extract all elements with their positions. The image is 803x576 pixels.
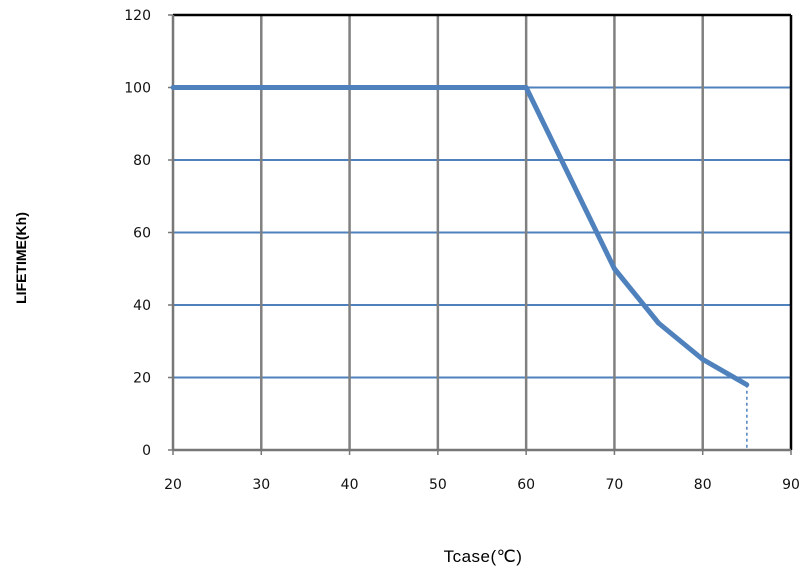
series-layer [170, 85, 750, 450]
x-tick-label: 30 [252, 477, 270, 493]
series-line [173, 85, 749, 387]
x-tick-label: 20 [164, 477, 182, 493]
data-point [523, 85, 529, 90]
y-tick-label: 0 [142, 443, 151, 459]
x-tick-label: 60 [517, 477, 535, 493]
x-tick-label: 70 [606, 477, 624, 493]
x-tick-label: 50 [429, 477, 447, 493]
y-tick-label: 60 [133, 226, 151, 242]
data-point [656, 320, 661, 326]
data-point [700, 356, 706, 362]
y-tick-label: 100 [124, 81, 151, 97]
y-tick-label: 120 [124, 8, 151, 24]
y-axis-title: LIFETIME(Kh) [13, 212, 29, 304]
x-tick-label: 90 [782, 477, 800, 493]
x-tick-label: 40 [341, 477, 359, 493]
y-tick-label: 20 [133, 371, 151, 387]
data-point [744, 382, 750, 388]
x-tick-label: 80 [694, 477, 712, 493]
grid [173, 15, 791, 450]
x-axis-title: Tcase(℃) [444, 547, 523, 566]
y-tick-label: 40 [133, 298, 151, 314]
tick-labels: 0 20 40 60 80 100 120 20 30 40 50 60 70 80 90 [124, 8, 800, 493]
y-tick-label: 80 [133, 153, 151, 169]
data-point [612, 266, 617, 272]
data-point [170, 85, 176, 90]
